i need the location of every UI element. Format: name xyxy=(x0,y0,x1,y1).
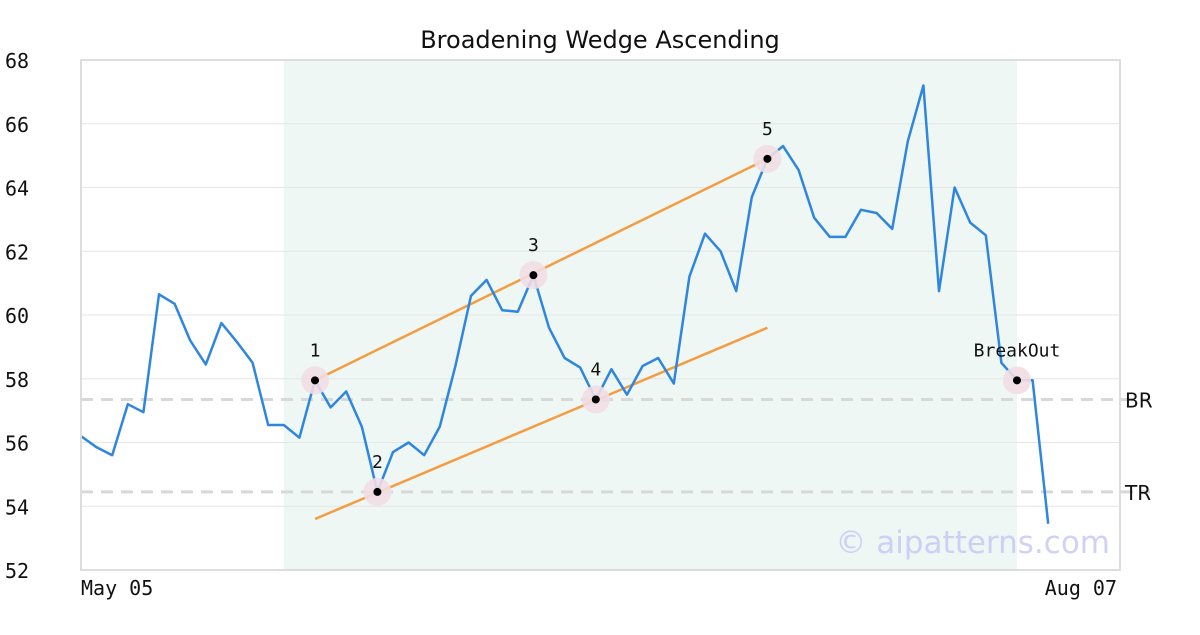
y-tick-label: 68 xyxy=(5,49,29,73)
y-tick-label: 62 xyxy=(5,240,29,264)
pattern-point-label: 1 xyxy=(310,340,321,361)
pattern-point-dot xyxy=(529,271,538,280)
pattern-point-label: BreakOut xyxy=(974,340,1061,361)
chart-title: Broadening Wedge Ascending xyxy=(420,26,780,54)
pattern-point-dot xyxy=(1013,376,1021,385)
pattern-point-dot xyxy=(373,487,382,496)
level-label: TR xyxy=(1124,481,1151,505)
price-series xyxy=(80,84,1050,524)
y-tick-label: 60 xyxy=(5,304,29,328)
plot-frame xyxy=(80,59,1121,571)
pattern-point-dot xyxy=(591,395,600,404)
x-tick-label: May 05 xyxy=(81,576,153,600)
watermark-text: © aipatterns.com xyxy=(835,525,1110,561)
pattern-point-label: 4 xyxy=(590,359,601,380)
pattern-points: 1 2 3 4 5 BreakOut xyxy=(301,119,1060,506)
pattern-point-label: 5 xyxy=(762,119,773,140)
y-tick-label: 58 xyxy=(5,368,29,392)
y-tick-label: 54 xyxy=(5,495,29,519)
level-lines: BR TR xyxy=(81,388,1153,505)
pattern-point-label: 3 xyxy=(528,235,539,256)
pattern-point-dot xyxy=(311,376,319,385)
x-tick-label: Aug 07 xyxy=(1045,576,1117,600)
grid-lines xyxy=(81,123,1120,507)
pattern-point-dot xyxy=(763,154,772,163)
y-tick-label: 52 xyxy=(5,559,29,583)
series-line xyxy=(80,84,1050,524)
level-label: BR xyxy=(1125,388,1153,412)
y-tick-label: 56 xyxy=(5,432,29,456)
y-tick-label: 64 xyxy=(5,177,29,201)
pattern-point-label: 2 xyxy=(372,452,383,473)
y-tick-label: 66 xyxy=(5,113,29,137)
